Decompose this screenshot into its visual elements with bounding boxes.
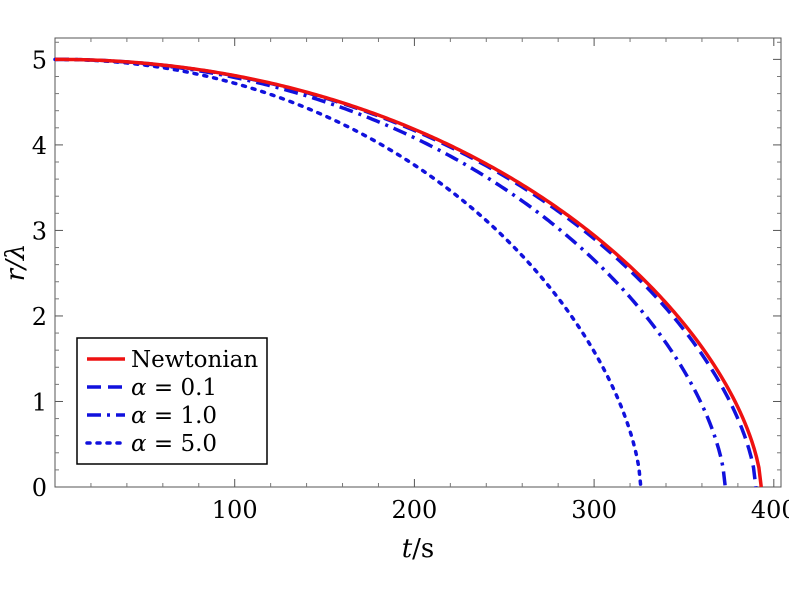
y-tick-label: 1 (32, 388, 47, 416)
tick-marks (55, 38, 781, 488)
x-axis-label: t/s (402, 534, 435, 564)
curves (53, 57, 763, 489)
y-tick-label: 0 (32, 474, 47, 502)
legend-label-alpha-1.0: α = 1.0 (131, 403, 217, 429)
legend-alpha-value: = 5.0 (147, 431, 217, 457)
series-line-Newtonian (55, 57, 763, 488)
x-tick-label: 400 (751, 496, 789, 524)
x-tick-label: 300 (571, 496, 617, 524)
x-tick-label: 100 (212, 496, 258, 524)
y-tick-label: 5 (32, 46, 47, 74)
legend-label-alpha-5.0: α = 5.0 (131, 431, 217, 457)
y-axis-label: r/λ (1, 244, 31, 282)
legend-alpha-symbol: α (131, 403, 147, 429)
legend-alpha-symbol: α (131, 431, 147, 457)
legend-label-Newtonian: Newtonian (131, 347, 258, 373)
series-line-alpha-1.0 (55, 57, 728, 488)
legend-alpha-value: = 0.1 (147, 375, 217, 401)
plot-frame (54, 37, 782, 488)
series-line-alpha-5.0 (53, 57, 643, 489)
y-tick-label: 3 (32, 217, 47, 245)
tick-labels: 100 200 300 400 0 1 2 3 4 5 (32, 46, 789, 524)
x-tick-label: 200 (391, 496, 437, 524)
y-tick-label: 4 (32, 132, 47, 160)
legend-alpha-symbol: α (131, 375, 147, 401)
legend-label-alpha-0.1: α = 0.1 (131, 375, 217, 401)
y-tick-label: 2 (32, 303, 47, 331)
legend-alpha-value: = 1.0 (147, 403, 217, 429)
